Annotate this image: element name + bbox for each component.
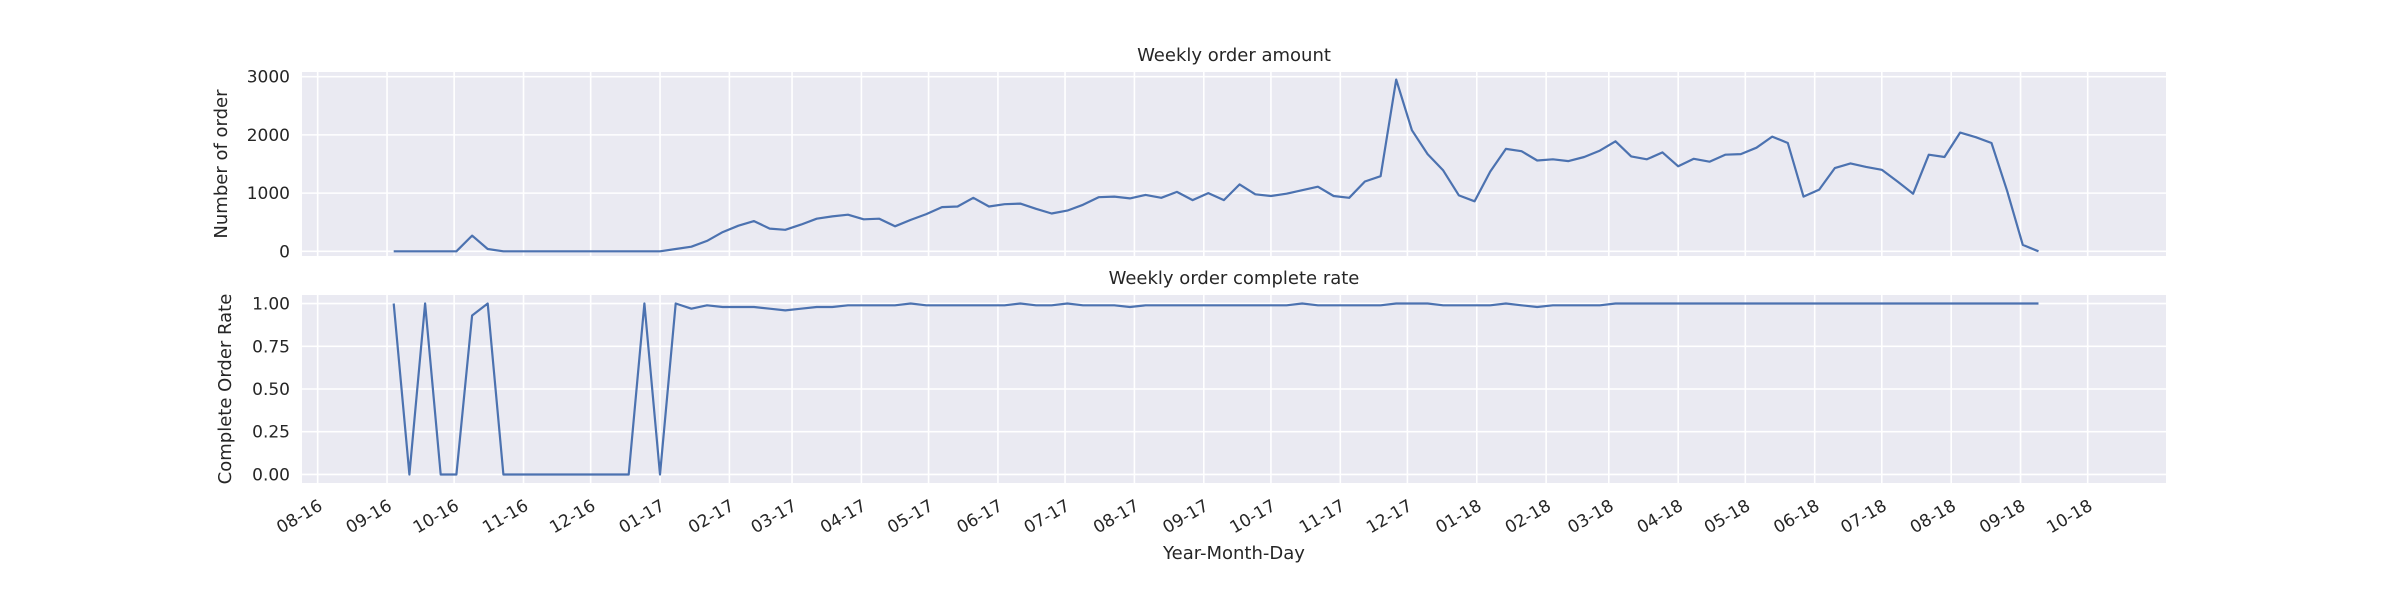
y-axis-label: Number of order — [211, 89, 232, 239]
y-tick-label: 1000 — [247, 184, 290, 204]
x-tick-label: 09-17 — [1160, 496, 1213, 538]
x-tick-label: 06-17 — [954, 496, 1007, 538]
x-tick-label: 04-17 — [817, 496, 870, 538]
x-tick-label: 10-17 — [1227, 496, 1280, 538]
x-tick-label: 10-18 — [2043, 496, 2096, 538]
chart-panel-2: 0.00 0.25 0.50 0.75 1.00 Weekly order complet… — [215, 268, 2166, 564]
y-tick-label: 0.75 — [252, 337, 290, 357]
x-tick-label: 01-17 — [616, 496, 669, 538]
x-tick-label: 05-18 — [1701, 496, 1754, 538]
x-tick-label: 05-17 — [884, 496, 937, 538]
y-tick-label: 1.00 — [252, 295, 290, 315]
x-tick-label: 08-18 — [1907, 496, 1960, 538]
y-tick-label: 2000 — [247, 126, 290, 146]
x-tick-label: 09-18 — [1976, 496, 2029, 538]
x-axis-label: Year-Month-Day — [1162, 543, 1305, 564]
chart-panel-1: 0 1000 2000 3000 Weekly order amount Number o… — [211, 45, 2166, 262]
x-tick-label: 01-18 — [1433, 496, 1486, 538]
x-tick-label: 11-16 — [479, 496, 532, 538]
chart-title: Weekly order amount — [1137, 45, 1331, 66]
x-tick-label: 08-17 — [1090, 496, 1143, 538]
x-tick-label: 06-18 — [1770, 496, 1823, 538]
x-tick-label: 09-16 — [343, 496, 396, 538]
y-tick-label: 0.00 — [252, 465, 290, 485]
x-tick-label: 03-17 — [748, 496, 801, 538]
x-tick-label: 12-17 — [1363, 496, 1416, 538]
y-tick-label: 3000 — [247, 68, 290, 88]
x-tick-label: 11-17 — [1296, 496, 1349, 538]
plot-area — [302, 72, 2166, 256]
x-tick-label: 07-17 — [1021, 496, 1074, 538]
x-tick-label: 12-16 — [546, 496, 599, 538]
x-tick-label: 08-16 — [273, 496, 326, 538]
chart-title: Weekly order complete rate — [1109, 268, 1360, 289]
series-line — [393, 78, 2039, 253]
x-tick-label: 04-18 — [1634, 496, 1687, 538]
y-tick-label: 0.25 — [252, 423, 290, 443]
series-line — [392, 302, 2039, 476]
x-tick-label: 02-18 — [1502, 496, 1555, 538]
x-tick-label: 07-18 — [1838, 496, 1891, 538]
y-tick-label: 0 — [279, 242, 290, 262]
x-tick-label: 02-17 — [685, 496, 738, 538]
y-axis-label: Complete Order Rate — [215, 294, 236, 485]
y-tick-label: 0.50 — [252, 380, 290, 400]
x-tick-label: 03-18 — [1565, 496, 1618, 538]
x-tick-label: 10-16 — [410, 496, 463, 538]
